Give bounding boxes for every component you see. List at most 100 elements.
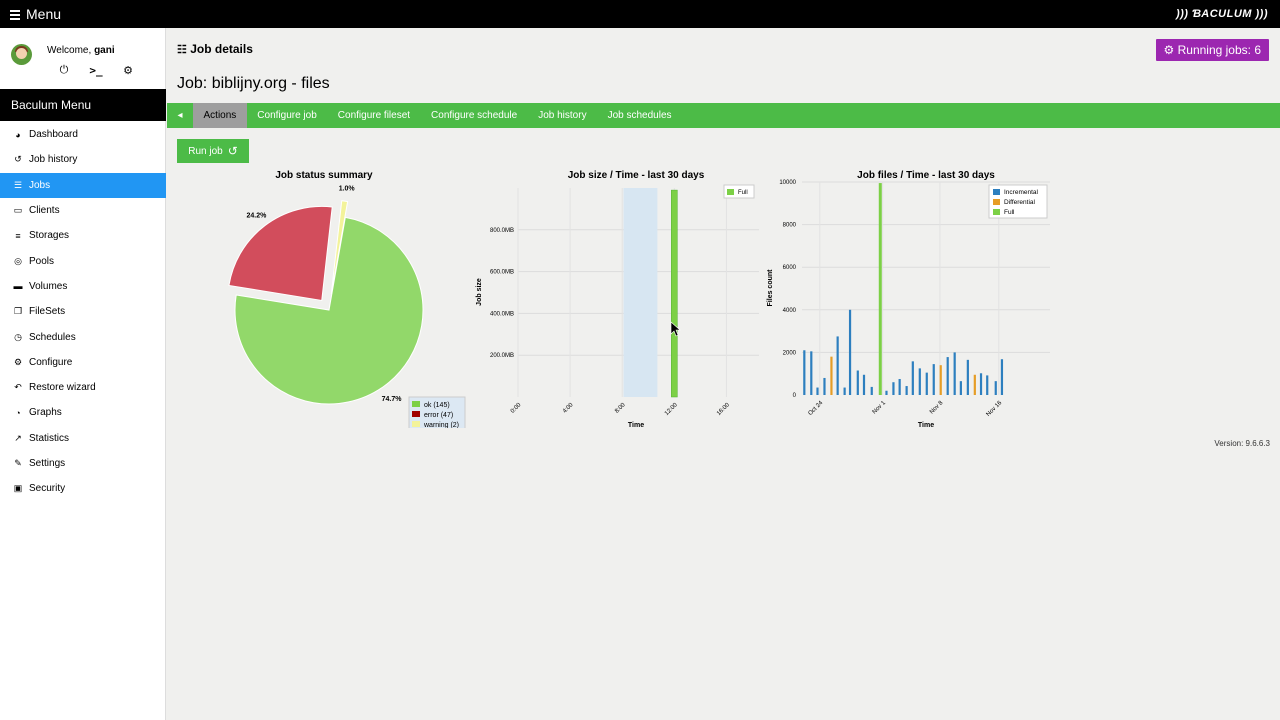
job-status-pie-chart: Job status summary 74.7% 24.2% 1.0% ok (145)… <box>228 170 466 428</box>
tab-actions[interactable]: Actions <box>193 103 247 128</box>
legend-swatch <box>412 401 420 407</box>
bar <box>932 364 935 395</box>
welcome-label: Welcome, <box>47 45 92 56</box>
brand-logo: ))) ƁACULUM ))) <box>1175 8 1268 20</box>
bar <box>986 375 989 395</box>
gears-icon: ⚙ <box>1163 43 1175 57</box>
job-name-heading: Job: biblijny.org - files <box>177 75 330 92</box>
pie-slice <box>234 216 424 405</box>
y-tick-label: 4000 <box>783 308 797 314</box>
y-axis-label: Job size <box>476 278 483 306</box>
power-icon[interactable]: ⏻ <box>59 64 69 76</box>
sidebar-nav: ◕ Dashboard ↺ Job history ☰ Jobs ▭ Clients ≡ Stor… <box>0 122 166 501</box>
bar <box>803 350 806 395</box>
menu-toggle[interactable]: Menu <box>10 6 61 22</box>
tab-configure-job[interactable]: Configure job <box>257 110 317 121</box>
tab-configure-schedule[interactable]: Configure schedule <box>431 110 518 121</box>
run-job-button[interactable]: Run job ↺ <box>177 139 249 163</box>
copy-icon: ❐ <box>13 306 23 317</box>
sidebar-item-configure[interactable]: ⚙ Configure <box>0 350 166 375</box>
sidebar-item-label: Settings <box>29 458 66 469</box>
bar <box>898 379 901 395</box>
sidebar-item-label: Clients <box>29 205 60 217</box>
bar <box>892 382 895 395</box>
legend-label: Differential <box>1004 199 1036 206</box>
legend-label: Full <box>1004 209 1015 216</box>
clock-icon: ◷ <box>14 331 22 342</box>
tab-bar: ◂ Actions Configure job Configure fileset C… <box>167 103 1280 128</box>
run-job-label: Run job <box>188 145 223 157</box>
tab-configure-fileset[interactable]: Configure fileset <box>337 110 411 121</box>
chevron-left-icon[interactable]: ◂ <box>177 110 183 121</box>
bar <box>816 387 819 395</box>
y-tick-label: 200.0MB <box>490 353 514 359</box>
running-jobs-label: Running jobs: 6 <box>1177 43 1261 57</box>
pools-icon: ◎ <box>14 255 22 266</box>
hamburger-icon <box>10 9 20 20</box>
y-tick-label: 6000 <box>783 265 797 271</box>
sidebar-item-label: Configure <box>29 356 73 368</box>
sidebar-item-storages[interactable]: ≡ Storages <box>0 223 166 248</box>
bar <box>885 390 888 395</box>
bar <box>966 359 969 395</box>
bar <box>979 373 983 395</box>
version-label: Version: 9.6.6.3 <box>1214 439 1270 448</box>
y-tick-label: 800.0MB <box>490 228 514 234</box>
bar <box>905 386 908 395</box>
sidebar-item-clients[interactable]: ▭ Clients <box>0 198 166 223</box>
bar <box>911 361 914 395</box>
sidebar-item-label: Graphs <box>29 407 62 419</box>
sidebar-item-settings[interactable]: ✎ Settings <box>0 451 166 476</box>
terminal-icon[interactable]: >_ <box>89 64 103 77</box>
y-tick-label: 8000 <box>783 223 797 229</box>
tab-job-schedules[interactable]: Job schedules <box>607 110 672 121</box>
hdd-icon: ▬ <box>13 281 23 292</box>
bar <box>959 381 962 395</box>
main-content: ☷ Job details ⚙ Running jobs: 6 Job: bib… <box>167 28 1280 720</box>
bar <box>994 381 997 395</box>
x-tick-label: Nov 8 <box>929 400 945 416</box>
y-tick-label: 600.0MB <box>490 270 514 276</box>
legend-swatch <box>412 411 420 417</box>
x-tick-label: 4:00 <box>562 402 575 415</box>
sidebar-item-restore-wizard[interactable]: ↶ Restore wizard <box>0 375 166 400</box>
sidebar-item-jobs[interactable]: ☰ Jobs <box>0 172 166 198</box>
sidebar-item-schedules[interactable]: ◷ Schedules <box>0 324 166 349</box>
sidebar-item-filesets[interactable]: ❐ FileSets <box>0 299 166 324</box>
bar <box>823 377 826 395</box>
welcome-text: Welcome, gani <box>47 45 115 56</box>
highlight-band <box>623 188 658 397</box>
x-tick-label: Oct 24 <box>807 400 824 417</box>
y-tick-label: 10000 <box>779 180 796 186</box>
sidebar-item-volumes[interactable]: ▬ Volumes <box>0 274 166 299</box>
tab-job-history[interactable]: Job history <box>538 110 587 121</box>
sidebar-item-label: Restore wizard <box>29 382 96 394</box>
sidebar-item-pools[interactable]: ◎ Pools <box>0 248 166 273</box>
job-size-chart: Job size / Time - last 30 days 200.0MB 400… <box>476 170 759 429</box>
sidebar-item-statistics[interactable]: ↗ Statistics <box>0 426 166 451</box>
gear-icon[interactable]: ⚙ <box>123 65 133 77</box>
x-tick-label: Nov 1 <box>872 400 888 416</box>
bar <box>810 351 813 395</box>
legend-label: error (47) <box>424 412 453 419</box>
y-tick-label: 2000 <box>783 350 797 356</box>
legend-label: Incremental <box>1004 189 1039 196</box>
legend-swatch <box>727 189 734 195</box>
bar <box>856 370 859 395</box>
user-box: Welcome, gani ⏻ >_ ⚙ <box>0 28 165 89</box>
bar <box>862 374 866 395</box>
sidebar-item-security[interactable]: ▣ Security <box>0 476 166 501</box>
sidebar-item-job-history[interactable]: ↺ Job history <box>0 147 166 172</box>
menu-label: Menu <box>26 6 62 22</box>
running-jobs-button[interactable]: ⚙ Running jobs: 6 <box>1155 39 1269 61</box>
sidebar-item-label: Jobs <box>29 179 51 191</box>
lock-icon: ▣ <box>13 483 23 494</box>
x-tick-label: Nov 16 <box>986 400 1004 418</box>
sidebar-item-dashboard[interactable]: ◕ Dashboard <box>0 122 166 147</box>
sidebar-item-label: Security <box>29 483 66 495</box>
bar <box>836 336 839 395</box>
bar <box>870 386 873 395</box>
list-icon: ☰ <box>13 179 23 190</box>
job-files-chart: Job files / Time - last 30 days 0 2000 4000… <box>767 170 1050 429</box>
sidebar-item-graphs[interactable]: ◔ Graphs <box>0 400 166 425</box>
